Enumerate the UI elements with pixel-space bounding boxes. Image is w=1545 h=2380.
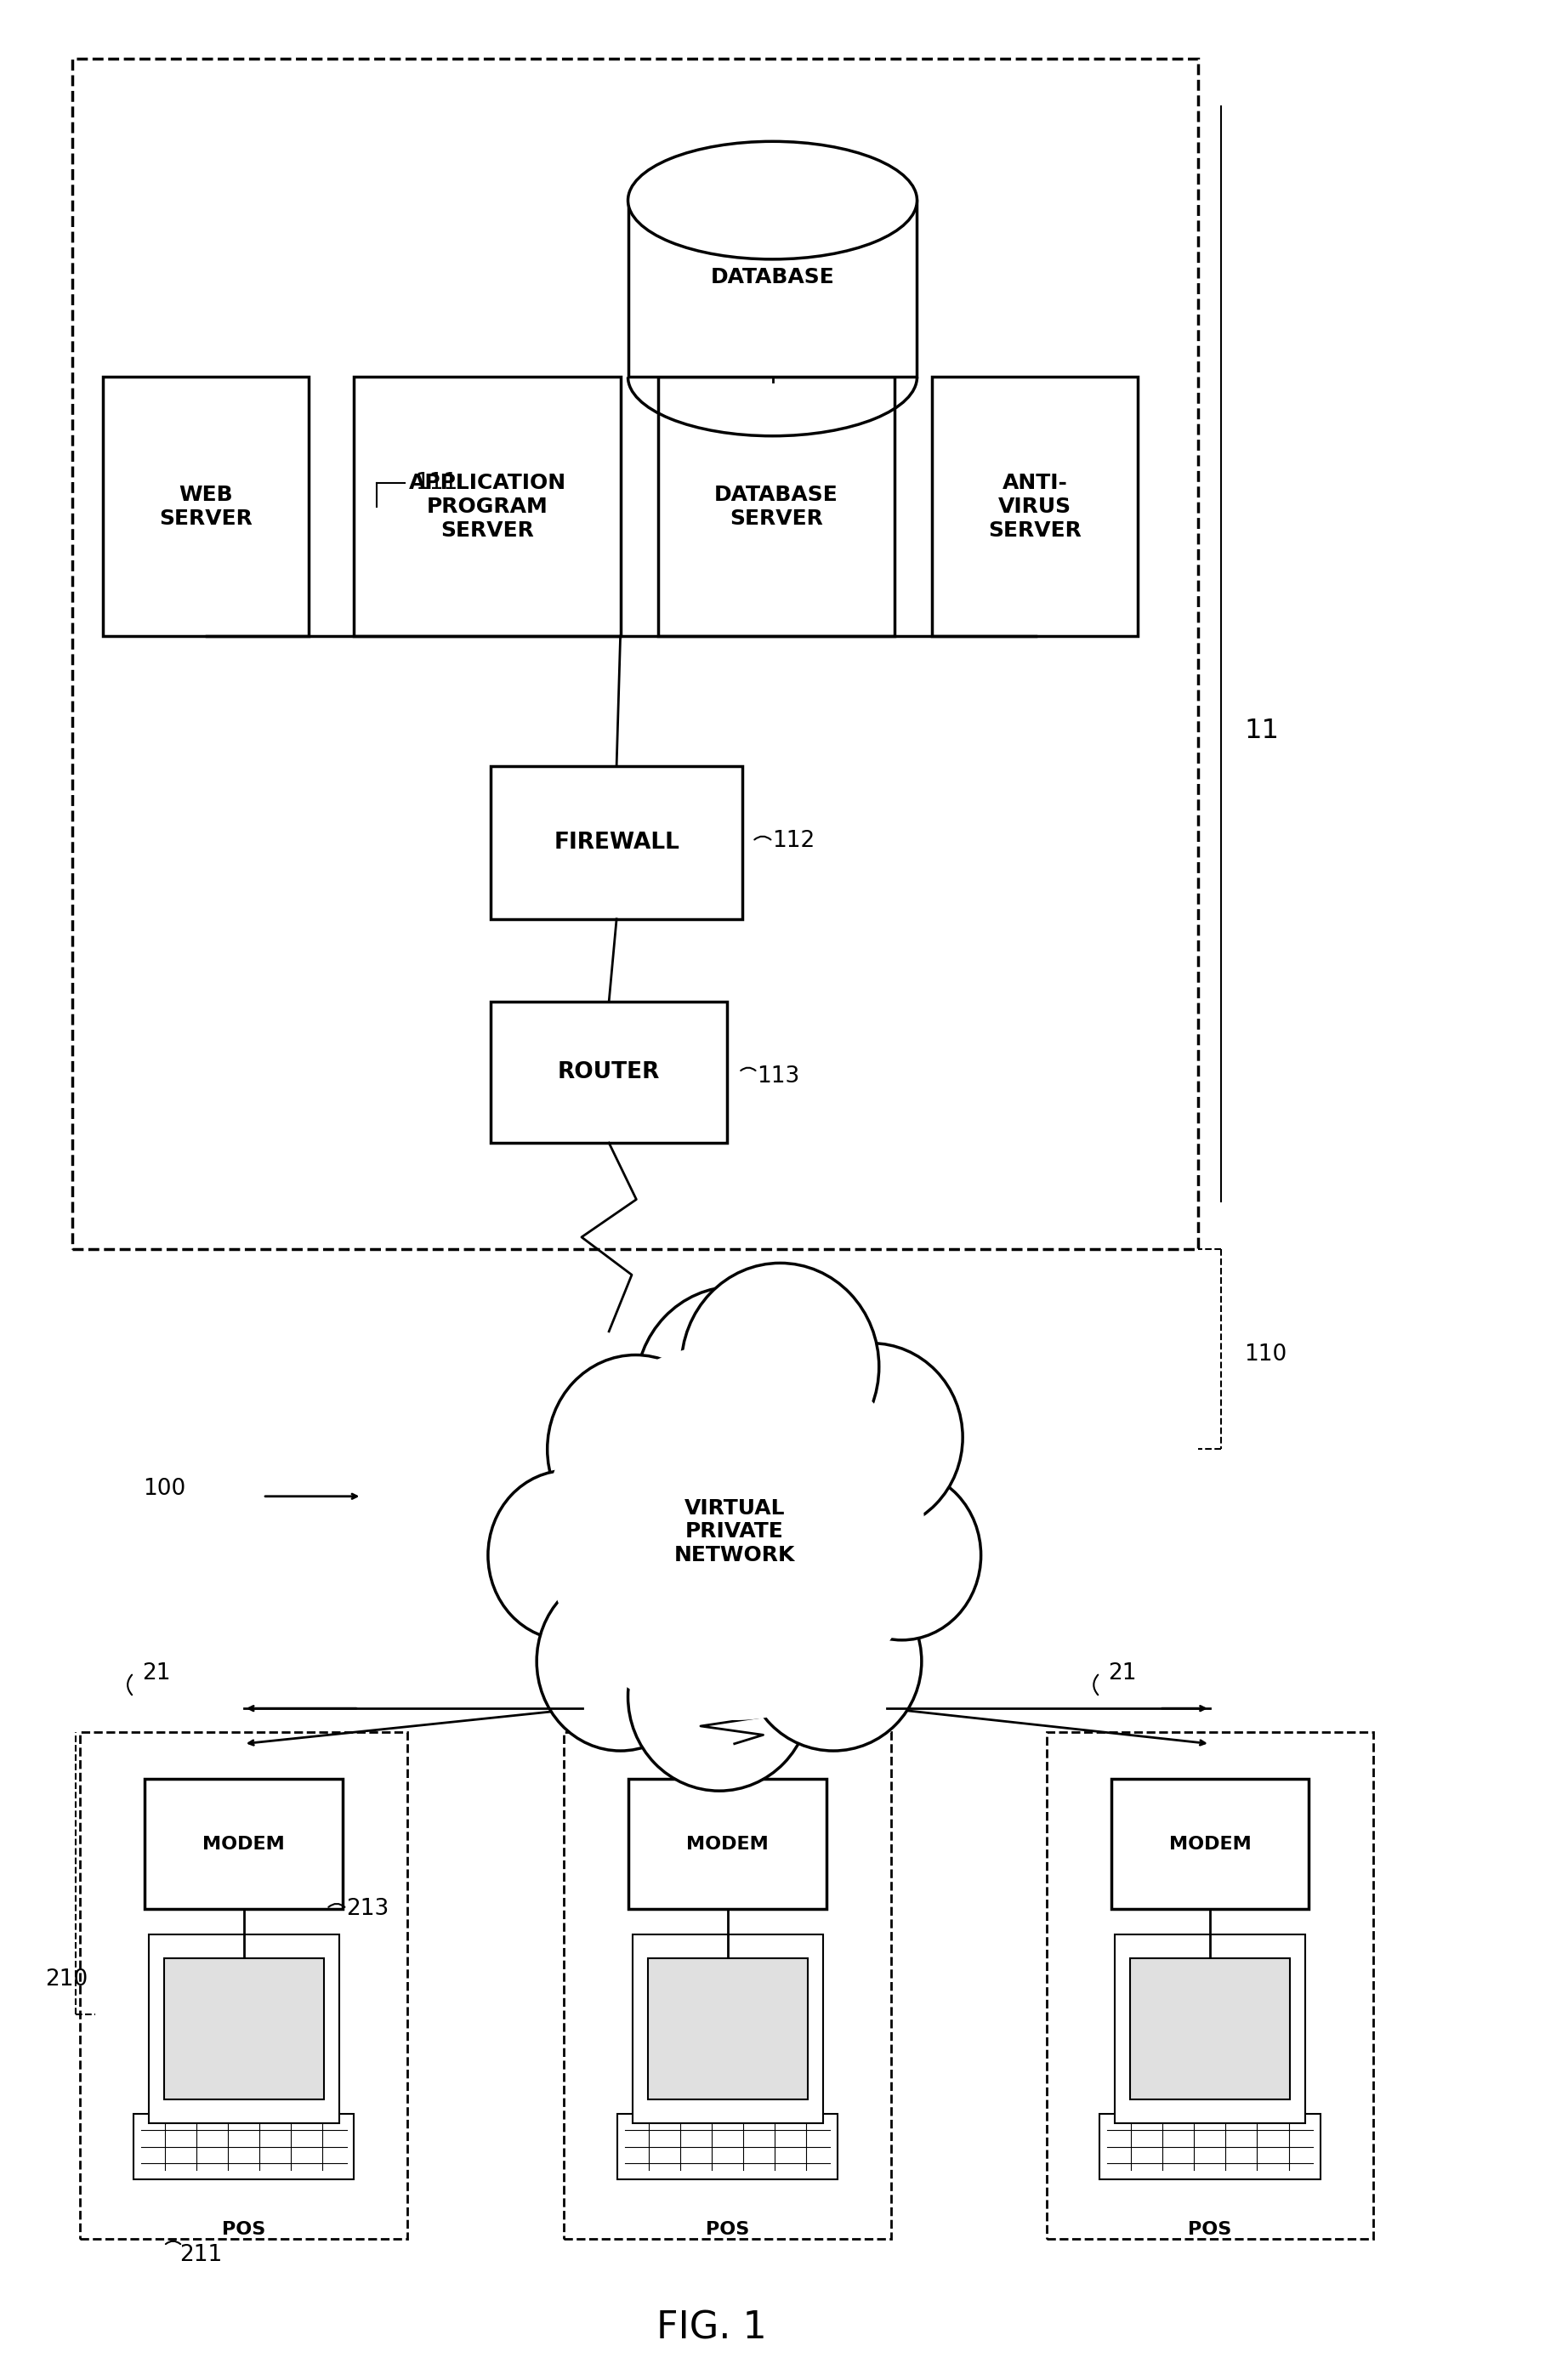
Bar xyxy=(564,1733,891,2240)
Text: 213: 213 xyxy=(346,1897,389,1921)
Polygon shape xyxy=(544,1342,924,1721)
Text: POS: POS xyxy=(222,2221,266,2237)
Ellipse shape xyxy=(536,1571,705,1752)
Ellipse shape xyxy=(681,1264,879,1471)
Text: 113: 113 xyxy=(757,1066,800,1088)
Bar xyxy=(932,376,1137,635)
Bar xyxy=(145,1780,343,1909)
Bar xyxy=(632,1935,822,2123)
Bar xyxy=(1100,2113,1319,2180)
Text: MODEM: MODEM xyxy=(1168,1835,1251,1852)
Text: 100: 100 xyxy=(142,1478,185,1499)
Text: MODEM: MODEM xyxy=(202,1835,284,1852)
Text: 11: 11 xyxy=(1244,716,1279,743)
Text: ANTI-
VIRUS
SERVER: ANTI- VIRUS SERVER xyxy=(989,474,1082,540)
Bar xyxy=(658,376,895,635)
Bar xyxy=(627,200,918,376)
Bar xyxy=(133,2113,354,2180)
Ellipse shape xyxy=(745,1571,922,1752)
Ellipse shape xyxy=(488,1471,646,1640)
Bar xyxy=(354,376,621,635)
Bar xyxy=(148,1935,338,2123)
Text: POS: POS xyxy=(1188,2221,1231,2237)
Bar xyxy=(629,1780,827,1909)
Bar xyxy=(1115,1935,1306,2123)
Ellipse shape xyxy=(780,1342,963,1533)
Bar xyxy=(1111,1780,1309,1909)
Text: DATABASE
SERVER: DATABASE SERVER xyxy=(714,486,839,528)
Text: 110: 110 xyxy=(1244,1345,1287,1366)
Ellipse shape xyxy=(627,1602,811,1790)
Text: 21: 21 xyxy=(142,1664,170,1685)
Text: 21: 21 xyxy=(1108,1664,1137,1685)
Text: MODEM: MODEM xyxy=(686,1835,769,1852)
Bar xyxy=(104,376,309,635)
Text: APPLICATION
PROGRAM
SERVER: APPLICATION PROGRAM SERVER xyxy=(408,474,565,540)
Ellipse shape xyxy=(547,1354,723,1545)
Bar xyxy=(164,1959,324,2099)
Text: POS: POS xyxy=(706,2221,749,2237)
Text: ROUTER: ROUTER xyxy=(558,1061,660,1083)
Text: FIREWALL: FIREWALL xyxy=(553,831,680,854)
Text: 112: 112 xyxy=(772,831,816,852)
Text: VIRTUAL
PRIVATE
NETWORK: VIRTUAL PRIVATE NETWORK xyxy=(674,1497,796,1566)
Bar xyxy=(647,1959,808,2099)
Bar xyxy=(1129,1959,1290,2099)
Bar xyxy=(1046,1733,1374,2240)
Bar xyxy=(80,1733,408,2240)
Ellipse shape xyxy=(627,140,918,259)
Text: 211: 211 xyxy=(179,2244,222,2266)
Ellipse shape xyxy=(822,1471,981,1640)
Text: FIG. 1: FIG. 1 xyxy=(657,2311,766,2347)
Text: 21: 21 xyxy=(626,1664,655,1685)
Bar xyxy=(491,1002,726,1142)
Polygon shape xyxy=(544,1342,924,1721)
Ellipse shape xyxy=(635,1288,833,1495)
Bar xyxy=(491,766,742,919)
Text: WEB
SERVER: WEB SERVER xyxy=(159,486,252,528)
Text: 210: 210 xyxy=(45,1968,88,1990)
Text: 111: 111 xyxy=(416,471,457,495)
Bar xyxy=(73,60,1199,1250)
Bar xyxy=(618,2113,837,2180)
Text: DATABASE: DATABASE xyxy=(711,267,834,288)
Text: 212: 212 xyxy=(887,1402,930,1426)
